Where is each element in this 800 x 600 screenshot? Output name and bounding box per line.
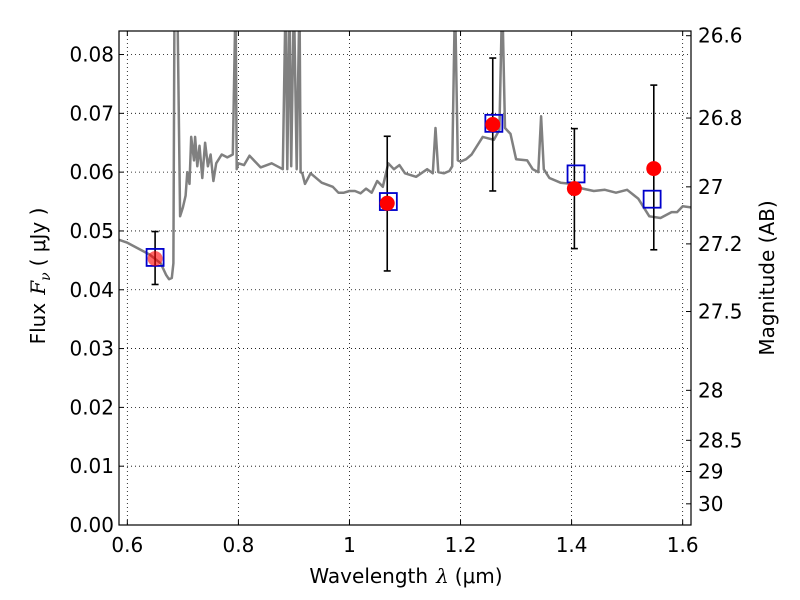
observed-flux-layer bbox=[147, 117, 662, 267]
y-axis-title: FluxFν( μJy ) bbox=[26, 208, 54, 345]
y2-tick-label: 30 bbox=[698, 492, 723, 516]
y-tick-label: 0.01 bbox=[69, 454, 114, 478]
y-tick-label: 0.06 bbox=[69, 160, 114, 184]
y2-tick-label: 26.6 bbox=[698, 24, 743, 48]
y2-tick-label: 28 bbox=[698, 378, 723, 402]
y2-ticks: 26.6 26.8 27 27.2 27.5 28 28.5 29 30 bbox=[686, 24, 743, 516]
y2-tick-label: 27 bbox=[698, 175, 723, 199]
x-tick-label: 1.6 bbox=[667, 533, 699, 557]
y2-tick-label: 28.5 bbox=[698, 428, 743, 452]
observed-point bbox=[147, 251, 163, 267]
observed-point bbox=[646, 161, 662, 177]
model-spectrum-layer bbox=[119, 31, 691, 281]
y2-tick-label: 27.5 bbox=[698, 300, 743, 324]
x-tick-label: 0.6 bbox=[111, 533, 143, 557]
band-flux-square bbox=[566, 164, 586, 184]
x-tick-label: 1.2 bbox=[445, 533, 477, 557]
y2-tick-label: 26.8 bbox=[698, 106, 743, 130]
y-tick-label: 0.08 bbox=[69, 43, 114, 67]
y-ticks: 0.00 0.01 0.02 0.03 0.04 0.05 0.06 0.07 0.08 bbox=[69, 43, 124, 537]
plot-frame bbox=[118, 30, 692, 526]
model-spectrum-line bbox=[119, 31, 691, 281]
observed-point bbox=[379, 195, 395, 211]
observed-point bbox=[485, 117, 501, 133]
x-tick-label: 1 bbox=[343, 533, 356, 557]
y2-axis-title: Magnitude (AB) bbox=[755, 200, 779, 355]
y2-tick-label: 27.2 bbox=[698, 232, 743, 256]
y2-tick-label: 29 bbox=[698, 459, 723, 483]
observed-point bbox=[566, 181, 582, 197]
x-tick-label: 0.8 bbox=[222, 533, 254, 557]
band-flux-layer bbox=[145, 113, 662, 267]
grid bbox=[119, 31, 691, 525]
y-tick-label: 0.03 bbox=[69, 337, 114, 361]
y-tick-label: 0.05 bbox=[69, 219, 114, 243]
y-tick-label: 0.02 bbox=[69, 395, 114, 419]
y-tick-label: 0.07 bbox=[69, 101, 114, 125]
x-ticks: 0.6 0.8 1 1.2 1.4 1.6 bbox=[111, 31, 699, 557]
x-axis-title: Wavelength λ (μm) bbox=[309, 564, 502, 588]
y-tick-label: 0.00 bbox=[69, 513, 114, 537]
band-flux-square bbox=[642, 189, 662, 209]
x-tick-label: 1.4 bbox=[556, 533, 588, 557]
y-tick-label: 0.04 bbox=[69, 278, 114, 302]
